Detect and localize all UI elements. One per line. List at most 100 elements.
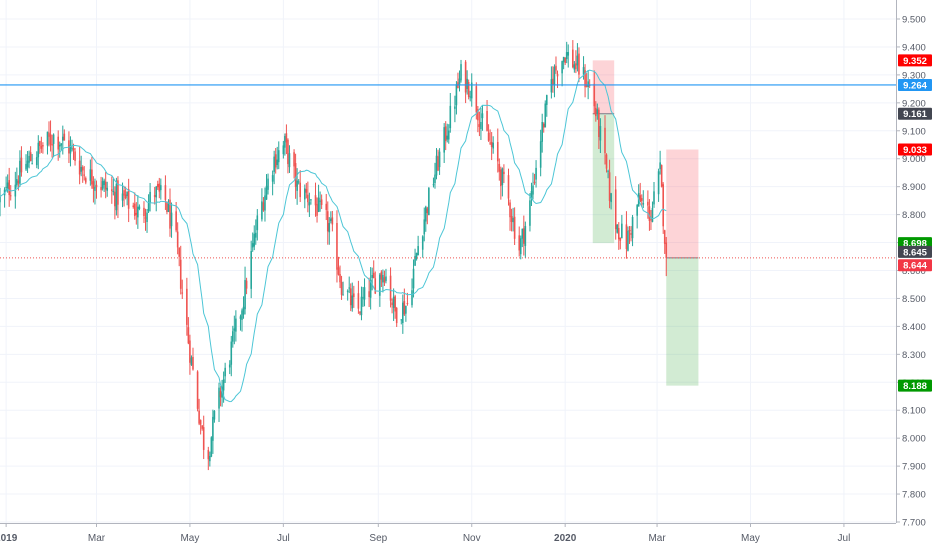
candle-body <box>104 181 107 190</box>
price-label-badge <box>898 78 932 91</box>
candle-body <box>662 184 664 227</box>
candle-body <box>617 227 620 240</box>
candle-body <box>273 156 275 172</box>
candle-body <box>475 86 478 113</box>
candle-body <box>213 410 216 420</box>
candle-body <box>501 168 504 186</box>
candle-body <box>659 162 661 170</box>
candle-body <box>264 195 266 211</box>
candle-body <box>362 297 364 299</box>
candle-body <box>596 109 599 114</box>
candle-body <box>340 281 343 295</box>
candle-body <box>224 367 226 377</box>
candle-body <box>650 218 652 220</box>
y-tick-label: 9.000 <box>902 154 926 165</box>
candle-body <box>60 143 63 146</box>
candle-body <box>487 132 490 141</box>
candle-body <box>561 61 563 74</box>
candle-body <box>490 141 493 147</box>
y-tick-label: 7.700 <box>902 518 926 529</box>
candle-body <box>489 142 491 144</box>
price-label-text: 9.264 <box>903 80 927 91</box>
candle-body <box>564 57 566 63</box>
candle-body <box>170 212 173 227</box>
candle-body <box>19 160 21 184</box>
candle-body <box>143 207 145 217</box>
candle-body <box>241 310 243 320</box>
candle-body <box>117 180 119 205</box>
candle-body <box>25 163 27 170</box>
candle-body <box>293 152 295 167</box>
candle-body <box>553 66 556 86</box>
candle-body <box>330 218 332 222</box>
candle-body <box>556 73 559 77</box>
price-label-text: 9.352 <box>903 56 927 67</box>
candle-body <box>379 274 381 296</box>
candle-body <box>232 331 234 342</box>
candle-body <box>46 131 49 146</box>
candle-body <box>446 135 449 140</box>
candle-body <box>190 357 193 365</box>
price-label-text: 8.698 <box>903 239 927 250</box>
candle-body <box>58 144 61 147</box>
candle-body <box>438 151 441 168</box>
candle-body <box>619 237 622 241</box>
candle-body <box>6 182 9 190</box>
candle-body <box>391 302 393 306</box>
candle-body <box>382 274 384 283</box>
y-tick-label: 7.800 <box>902 490 926 501</box>
candle-body <box>81 167 84 171</box>
candle-body <box>582 67 585 75</box>
candle-body <box>363 287 366 300</box>
candle-body <box>153 195 156 197</box>
candle-body <box>222 379 225 391</box>
candle-body <box>233 328 236 331</box>
candle-body <box>478 124 481 127</box>
candle-body <box>178 247 180 257</box>
candle-body <box>593 83 596 107</box>
candle-body <box>519 238 522 255</box>
candle-body <box>660 165 663 187</box>
candle-body <box>287 139 289 165</box>
price-label-text: 9.161 <box>903 109 927 120</box>
candle-body <box>663 230 666 244</box>
candle-body <box>625 224 628 249</box>
candle-body <box>132 205 135 207</box>
candle-body <box>417 246 419 256</box>
candle-body <box>89 169 92 181</box>
y-tick-label: 8.400 <box>902 322 926 333</box>
y-tick-label: 9.400 <box>902 42 926 53</box>
candle-body <box>530 190 533 199</box>
candle-body <box>385 276 387 281</box>
candle-body <box>52 134 55 144</box>
candle-body <box>403 301 406 315</box>
candle-body <box>63 133 66 141</box>
candle-body <box>380 271 383 280</box>
candle-body <box>198 410 200 424</box>
y-tick-label: 9.100 <box>902 126 926 137</box>
candle-body <box>432 184 435 186</box>
candle-body <box>578 53 580 75</box>
price-label-badge <box>898 379 932 392</box>
candle-body <box>137 206 139 218</box>
candle-body <box>369 279 372 298</box>
candle-body <box>348 287 351 289</box>
candle-body <box>284 136 286 148</box>
candle-body <box>389 275 392 301</box>
candle-body <box>325 203 328 210</box>
candle-body <box>8 180 10 196</box>
candle-body <box>523 228 525 244</box>
candle-body <box>282 145 285 155</box>
candle-body <box>31 163 33 165</box>
candle-body <box>653 191 655 205</box>
candle-body <box>16 179 18 186</box>
candle-body <box>244 280 246 310</box>
candle-body <box>149 191 151 203</box>
candle-body <box>49 134 52 145</box>
candle-body <box>402 302 404 324</box>
candle-body <box>647 201 649 206</box>
candle-body <box>614 189 617 230</box>
y-tick-label: 7.900 <box>902 462 926 473</box>
